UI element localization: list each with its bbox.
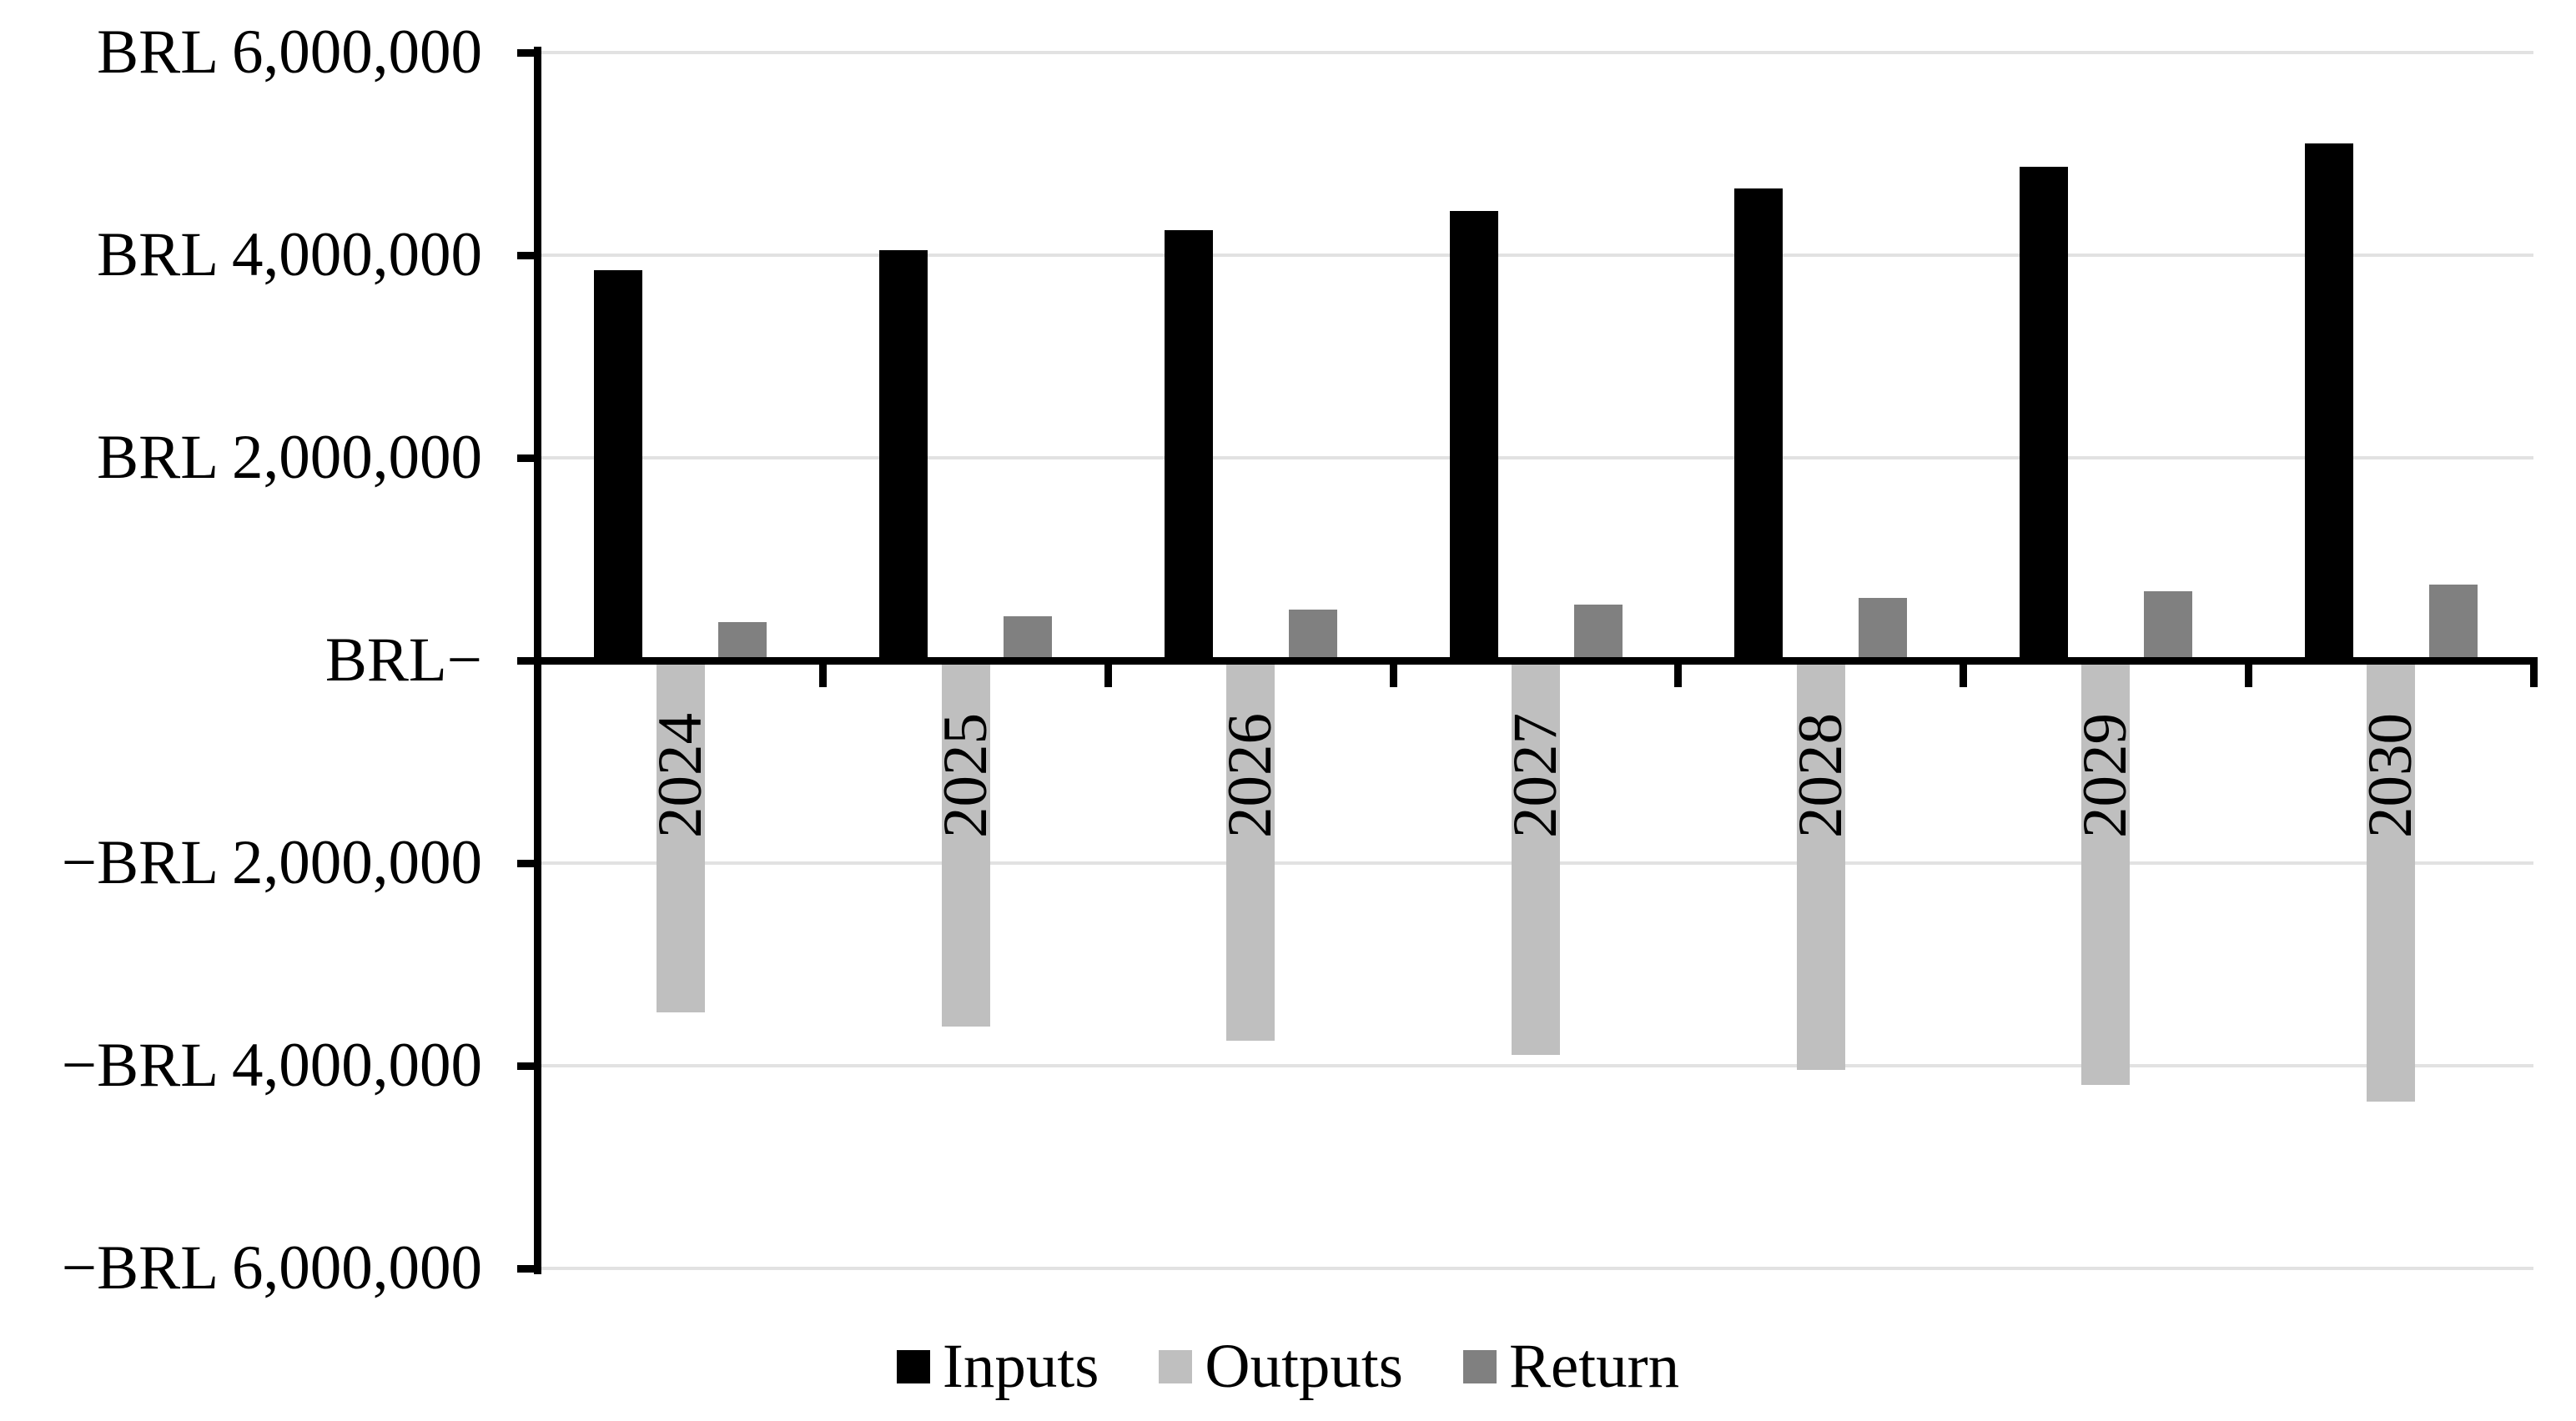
bar-return-2024 (718, 621, 767, 660)
gridline (538, 1267, 2533, 1270)
x-axis-label: 2030 (2356, 713, 2426, 838)
y-axis-label: BRL 6,000,000 (97, 18, 482, 87)
y-axis-label: −BRL 2,000,000 (61, 828, 482, 897)
legend-swatch-return (1462, 1350, 1497, 1383)
gridline (538, 1064, 2533, 1067)
x-axis-tick (1389, 660, 1397, 687)
bar-return-2026 (1288, 610, 1337, 660)
x-axis-label: 2028 (1785, 713, 1855, 838)
x-axis-tick (1674, 660, 1683, 687)
legend-swatch-inputs (896, 1350, 930, 1383)
bar-outputs-2027 (1512, 660, 1560, 1055)
x-axis-tick (2529, 660, 2538, 687)
bar-inputs-2027 (1449, 210, 1498, 660)
bar-return-2030 (2428, 584, 2478, 660)
x-axis-tick (819, 660, 828, 687)
y-axis-tick (517, 860, 541, 867)
legend: Inputs Outputs Return (0, 1329, 2576, 1404)
bar-return-2025 (1004, 615, 1053, 660)
x-axis-tick (1104, 660, 1112, 687)
y-axis-label: BRL 2,000,000 (97, 423, 482, 492)
gridline (538, 456, 2533, 459)
bar-outputs-2029 (2081, 660, 2131, 1086)
x-axis-tick (2244, 660, 2252, 687)
x-axis-label: 2026 (1215, 713, 1285, 838)
x-axis-label: 2025 (930, 713, 1000, 838)
y-axis-tick (517, 1265, 541, 1273)
legend-label: Inputs (942, 1332, 1099, 1401)
y-axis-label: BRL 4,000,000 (97, 220, 482, 289)
x-axis-label: 2027 (1501, 713, 1570, 838)
y-axis-label: −BRL 6,000,000 (61, 1233, 482, 1303)
x-axis-label: 2024 (645, 713, 715, 838)
y-axis-tick (517, 1062, 541, 1070)
gridline (538, 51, 2533, 54)
bar-outputs-2024 (656, 660, 705, 1012)
bar-inputs-2030 (2304, 143, 2353, 660)
x-axis-label: 2029 (2070, 713, 2141, 838)
bar-inputs-2029 (2019, 167, 2068, 660)
legend-item-return: Return (1462, 1329, 1680, 1404)
x-axis-line (534, 657, 2538, 665)
legend-item-inputs: Inputs (896, 1329, 1099, 1404)
bar-inputs-2026 (1164, 229, 1213, 660)
bar-return-2027 (1573, 605, 1623, 660)
legend-label: Return (1508, 1332, 1680, 1401)
bar-inputs-2025 (879, 249, 928, 660)
bar-outputs-2030 (2367, 660, 2416, 1102)
bar-outputs-2025 (941, 660, 990, 1027)
y-axis-tick (517, 252, 541, 259)
legend-swatch-outputs (1159, 1350, 1193, 1383)
legend-item-outputs: Outputs (1159, 1329, 1403, 1404)
y-axis-label: −BRL 4,000,000 (61, 1031, 482, 1100)
y-axis-tick (517, 454, 541, 462)
bar-return-2028 (1859, 597, 1908, 660)
legend-label: Outputs (1205, 1332, 1403, 1401)
bar-return-2029 (2143, 591, 2192, 660)
y-axis-tick (517, 49, 541, 57)
x-axis-tick (1960, 660, 1968, 687)
bar-outputs-2028 (1796, 660, 1845, 1070)
bar-outputs-2026 (1226, 660, 1275, 1041)
y-axis-tick (517, 657, 541, 665)
y-axis-label: BRL− (325, 625, 482, 695)
bar-inputs-2028 (1734, 188, 1784, 660)
gridline (538, 254, 2533, 257)
bar-inputs-2024 (594, 270, 643, 660)
